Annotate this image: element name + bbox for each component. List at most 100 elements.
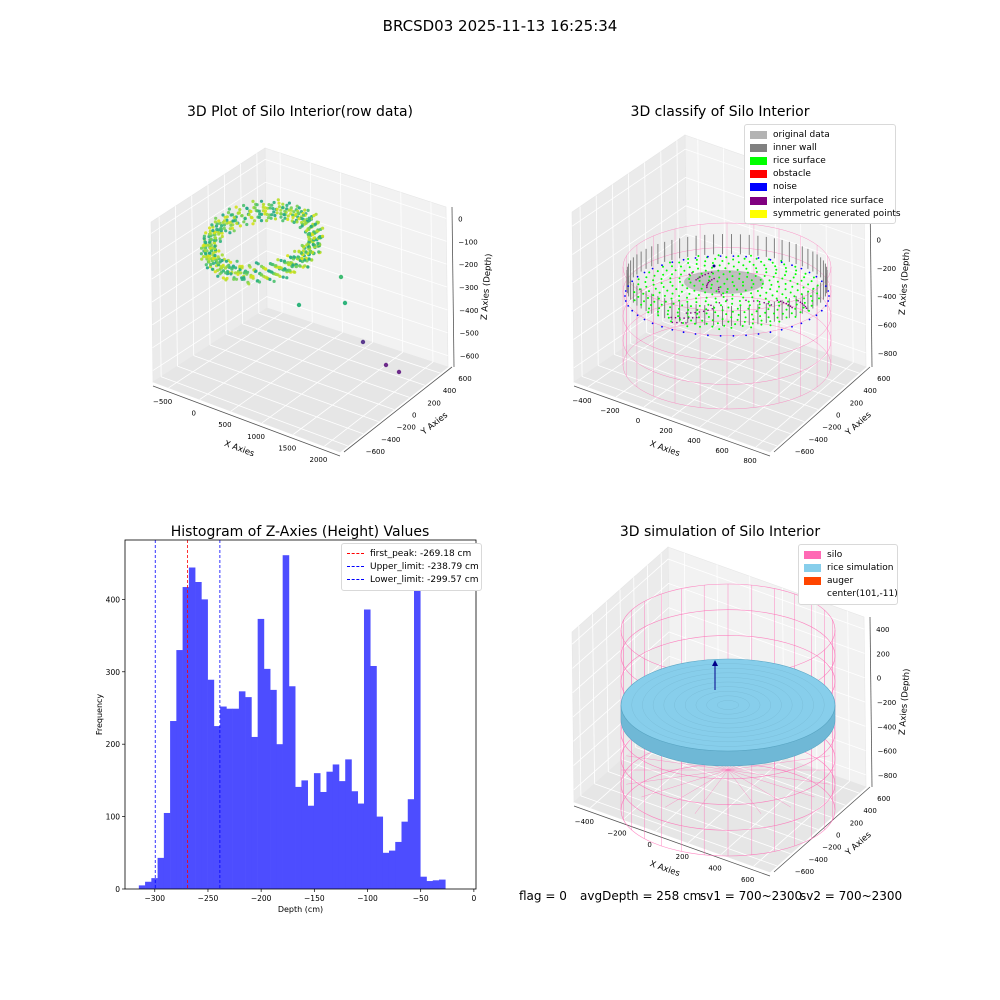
- data-point: [300, 257, 304, 261]
- outlier-point: [360, 339, 366, 345]
- rice-surface-point: [784, 267, 787, 269]
- rice-surface-point: [666, 289, 669, 292]
- raw-data-3d-plot: −500 0 500 1000 1500 2000 −600 −400 −200 0 2004006…: [150, 147, 494, 464]
- data-point: [287, 208, 291, 212]
- rice-surface-point: [722, 296, 725, 298]
- interpolated-point: [717, 288, 720, 291]
- interpolated-point: [670, 316, 672, 319]
- rice-surface-point: [726, 278, 729, 281]
- y-tick-label: −400: [381, 436, 400, 444]
- rice-surface-point: [695, 297, 697, 300]
- data-point: [235, 221, 239, 225]
- interpolated-point: [706, 283, 709, 285]
- data-point: [286, 254, 290, 258]
- rice-surface-point: [758, 303, 761, 306]
- rice-surface-point: [714, 297, 717, 300]
- rice-surface-point: [705, 312, 708, 315]
- noise-point: [800, 322, 803, 325]
- interpolated-point: [685, 322, 687, 324]
- data-point: [220, 253, 224, 257]
- rice-surface-point: [696, 312, 699, 315]
- rice-surface-point: [785, 308, 788, 311]
- histogram-bar: [414, 563, 421, 889]
- x-axis-label: X Axies: [648, 439, 681, 459]
- rice-surface-point: [725, 256, 728, 259]
- rice-surface-point: [633, 291, 636, 294]
- interpolated-point: [702, 310, 705, 313]
- silo-wire: [626, 755, 729, 771]
- data-point: [279, 258, 283, 263]
- rice-surface-point: [652, 279, 655, 282]
- legend-swatch: [750, 130, 767, 139]
- data-point: [311, 243, 315, 247]
- data-point: [223, 215, 227, 219]
- x-tick-label: −50: [413, 894, 429, 903]
- rice-surface-point: [781, 293, 784, 296]
- rice-surface-point: [789, 279, 792, 282]
- x-tick-label: −250: [198, 894, 219, 903]
- x-tick-label: −500: [153, 398, 172, 406]
- histogram-bar: [276, 744, 283, 889]
- data-point: [271, 207, 275, 211]
- interpolated-point: [690, 312, 692, 314]
- rice-surface-point: [711, 293, 714, 296]
- data-point: [277, 266, 281, 270]
- rice-surface-point: [644, 281, 647, 283]
- rice-surface-point: [731, 302, 734, 305]
- legend-item: Lower_limit: -299.57 cm: [347, 573, 478, 586]
- histogram-bar: [157, 857, 165, 889]
- grid-line: [242, 323, 425, 386]
- histogram-bar: [188, 567, 196, 889]
- z-axis-label: Z Axies (Depth): [898, 248, 913, 315]
- x-tick-label: −400: [575, 818, 594, 826]
- legend-line: [347, 566, 364, 568]
- grid-line: [628, 173, 631, 344]
- data-point: [292, 210, 296, 214]
- noise-point: [732, 335, 735, 337]
- data-point: [208, 229, 212, 233]
- data-point: [282, 213, 286, 217]
- interpolated-point: [799, 301, 802, 304]
- classify-legend: original data inner wall rice surface ob…: [744, 124, 901, 225]
- interpolated-point: [787, 304, 790, 306]
- z-tick-label: −600: [878, 748, 897, 756]
- data-point: [308, 249, 313, 254]
- data-point: [265, 212, 269, 216]
- data-point: [203, 240, 207, 244]
- data-point: [229, 272, 233, 276]
- rice-surface-point: [680, 265, 682, 268]
- legend-label: first_peak: -269.18 cm: [370, 548, 472, 559]
- rice-surface-point: [740, 293, 743, 296]
- x-axis-label: X Axies: [223, 439, 256, 460]
- data-point: [253, 206, 257, 210]
- rice-surface-point: [810, 304, 813, 307]
- noise-point: [707, 334, 709, 337]
- y-tick-label: 200: [106, 740, 121, 749]
- rice-surface-point: [755, 267, 758, 270]
- interpolated-point: [763, 301, 765, 304]
- histogram-bar: [351, 791, 359, 889]
- rice-surface-point: [711, 266, 713, 269]
- plot-frame: [124, 539, 477, 890]
- interpolated-point: [709, 280, 711, 283]
- rice-surface-point: [764, 297, 767, 300]
- rice-surface-point: [804, 272, 807, 275]
- y-tick-label: 600: [877, 795, 890, 803]
- interpolated-point: [710, 271, 713, 274]
- y-tick-label: 200: [427, 399, 440, 407]
- data-point: [297, 255, 301, 259]
- grid-line: [152, 250, 448, 326]
- data-point: [307, 235, 311, 239]
- noise-point: [631, 309, 634, 312]
- rice-surface-point: [772, 275, 775, 278]
- x-tick-label: 1500: [278, 445, 296, 453]
- rice-surface-point: [765, 291, 768, 294]
- data-point: [297, 206, 301, 210]
- rice-surface-point: [724, 300, 727, 303]
- z-tick-label: −800: [878, 772, 897, 780]
- x-axis-line: [573, 805, 771, 877]
- noise-point: [682, 331, 685, 334]
- rice-surface-point: [747, 307, 750, 310]
- grid-line: [579, 206, 583, 377]
- rice-surface-point: [718, 328, 721, 331]
